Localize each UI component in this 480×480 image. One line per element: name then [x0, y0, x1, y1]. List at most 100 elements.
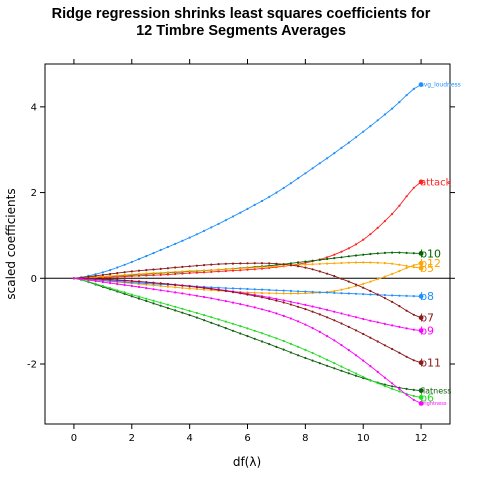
series-label-b8: b8 — [420, 290, 434, 303]
data-point-b7 — [282, 263, 285, 266]
data-point-b6 — [369, 379, 372, 382]
data-point-flatness — [137, 297, 141, 300]
series-line-avg_loudness — [73, 84, 422, 279]
data-point-avg_loudness — [195, 233, 198, 236]
series-label-b10: b10 — [420, 247, 441, 260]
data-point-b5 — [123, 273, 126, 276]
data-point-b7 — [362, 286, 365, 289]
data-point-attack — [418, 179, 424, 185]
data-point-b8 — [253, 288, 256, 291]
data-point-b7 — [253, 262, 256, 265]
data-point-avg_loudness — [268, 195, 271, 198]
data-point-flatness — [231, 329, 235, 332]
data-point-avg_loudness — [94, 273, 97, 276]
data-point-avg_loudness — [159, 248, 162, 252]
data-point-avg_loudness — [109, 269, 112, 272]
data-point-b6 — [246, 327, 249, 330]
data-point-brightness — [275, 312, 278, 315]
data-point-b6 — [304, 348, 307, 351]
data-point-b11 — [383, 344, 386, 347]
chart-title-line-2: 12 Timbre Segments Averages — [136, 23, 346, 39]
data-point-b7 — [188, 265, 191, 268]
data-point-b7 — [130, 270, 133, 273]
data-point-attack — [398, 204, 401, 207]
data-point-b6 — [130, 293, 133, 296]
data-point-b10 — [376, 252, 379, 255]
data-point-b8 — [347, 292, 350, 295]
data-point-avg_loudness — [137, 258, 141, 261]
data-point-avg_loudness — [289, 182, 292, 185]
data-point-brightness — [376, 370, 379, 373]
data-point-b12 — [260, 291, 264, 295]
data-point-b11 — [116, 278, 119, 281]
data-point-b5 — [304, 263, 307, 266]
data-point-b6 — [311, 351, 314, 355]
data-point-b8 — [418, 293, 424, 299]
data-point-brightness — [145, 287, 148, 290]
data-point-brightness — [246, 304, 249, 307]
data-point-avg_loudness — [347, 141, 350, 144]
data-point-avg_loudness — [203, 229, 206, 232]
data-point-attack — [253, 268, 256, 271]
data-point-b11 — [246, 293, 249, 296]
data-point-brightness — [333, 339, 336, 342]
data-point-b12 — [282, 292, 285, 295]
data-point-b6 — [333, 362, 336, 365]
data-point-b7 — [203, 264, 206, 267]
data-point-b10 — [304, 260, 307, 263]
data-point-b9 — [398, 325, 401, 328]
data-point-attack — [326, 256, 329, 259]
data-point-b6 — [181, 307, 184, 310]
data-point-b10 — [333, 257, 336, 260]
data-point-b8 — [260, 288, 264, 291]
data-point-b5 — [109, 275, 112, 278]
data-point-attack — [159, 273, 162, 276]
data-point-b11 — [123, 279, 126, 282]
data-point-attack — [347, 247, 350, 250]
data-point-b11 — [354, 329, 358, 332]
data-point-brightness — [210, 297, 213, 300]
data-point-avg_loudness — [391, 107, 394, 110]
data-point-brightness — [217, 298, 220, 301]
data-point-b9 — [354, 316, 358, 319]
data-point-b8 — [362, 293, 365, 296]
data-point-b10 — [318, 258, 321, 261]
data-point-b6 — [94, 282, 97, 285]
x-tick-label: 4 — [186, 433, 192, 444]
data-point-b11 — [203, 286, 206, 290]
data-point-b7 — [94, 274, 97, 277]
data-point-b11 — [412, 359, 415, 362]
data-point-b5 — [347, 261, 350, 264]
data-point-b12 — [333, 290, 336, 293]
data-point-b6 — [87, 280, 90, 283]
data-point-b7 — [289, 264, 292, 267]
data-point-brightness — [340, 344, 343, 347]
data-point-b11 — [188, 285, 191, 288]
data-point-b5 — [224, 268, 227, 271]
data-point-b9 — [418, 328, 424, 333]
data-point-brightness — [391, 382, 394, 385]
data-point-b8 — [282, 289, 285, 292]
data-point-brightness — [282, 314, 285, 317]
data-point-brightness — [354, 354, 358, 357]
data-point-flatness — [145, 299, 148, 303]
data-point-avg_loudness — [326, 157, 329, 160]
data-point-b8 — [340, 292, 343, 295]
data-point-b8 — [231, 287, 235, 290]
data-point-avg_loudness — [383, 113, 386, 116]
data-point-b7 — [369, 289, 372, 293]
data-point-b7 — [418, 315, 424, 321]
data-point-brightness — [311, 327, 314, 330]
data-point-avg_loudness — [398, 101, 401, 104]
data-point-b9 — [318, 307, 321, 310]
data-point-b7 — [137, 269, 141, 272]
series-b6 — [72, 277, 424, 400]
data-point-b5 — [398, 263, 401, 266]
data-point-avg_loudness — [152, 252, 155, 255]
data-point-b11 — [369, 336, 372, 339]
data-point-b7 — [398, 305, 401, 308]
data-point-avg_loudness — [210, 226, 213, 229]
data-point-flatness — [246, 335, 249, 338]
data-point-b6 — [412, 394, 415, 398]
x-axis-label: df(λ) — [233, 455, 261, 469]
